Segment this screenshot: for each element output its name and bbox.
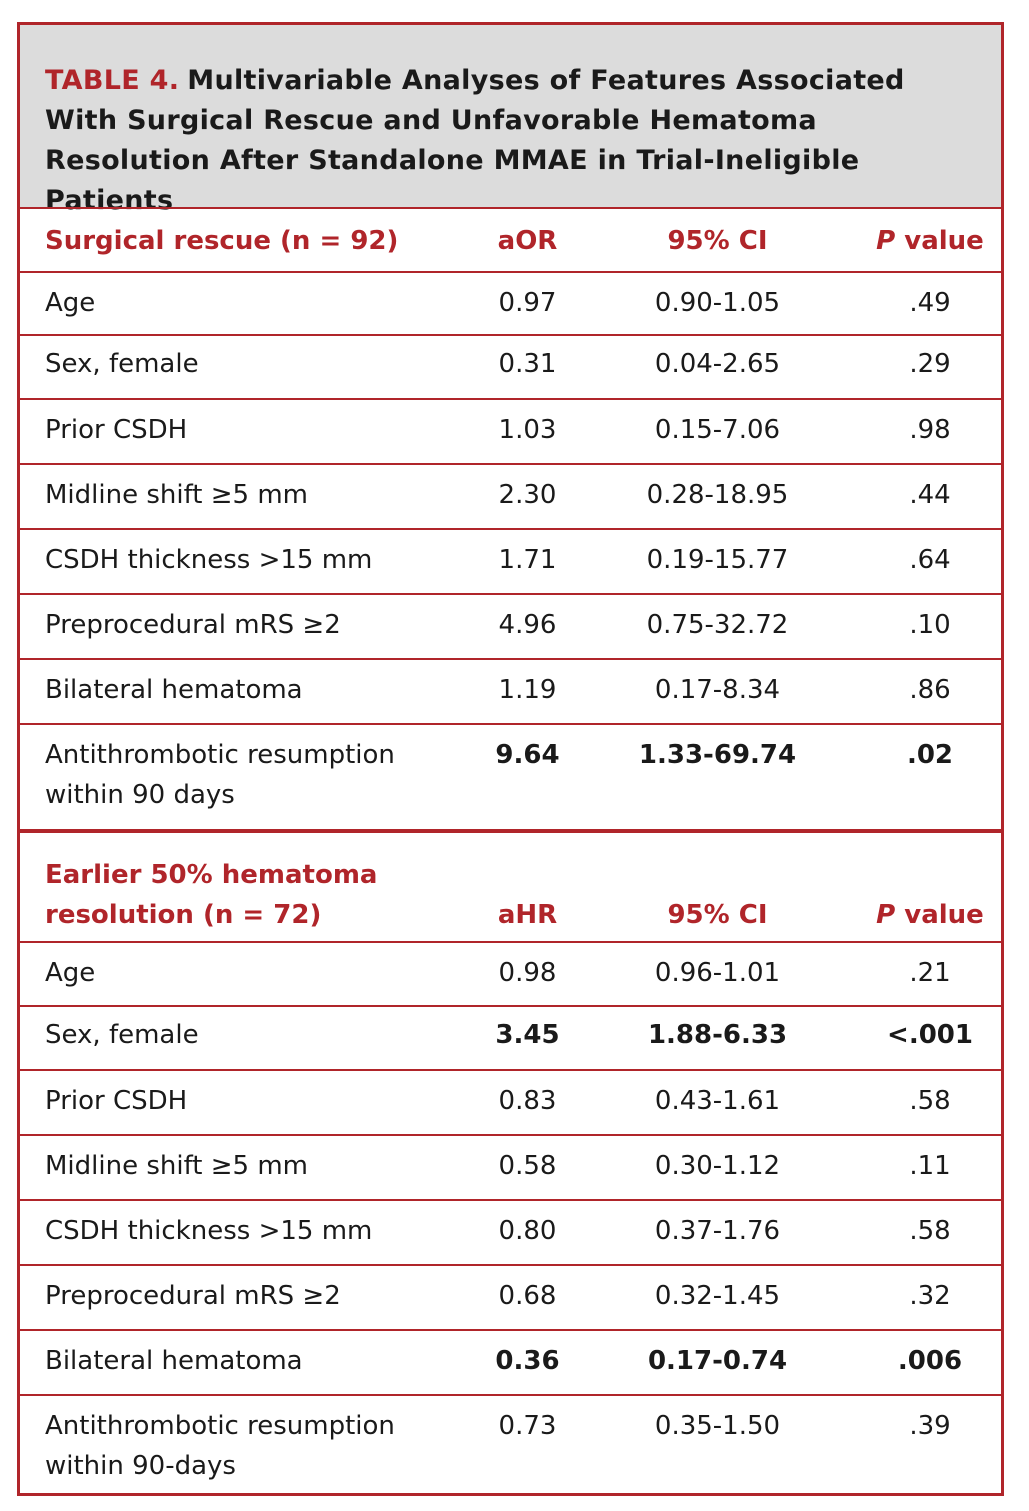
table-row: Midline shift ≥5 mm 2.30 0.28-18.95 .44 [20,463,1001,528]
row-ahr: 0.98 [498,958,557,988]
table-row: Preprocedural mRS ≥2 4.96 0.75-32.72 .10 [20,593,1001,658]
row-p: .29 [909,349,951,379]
table-row: Prior CSDH 0.83 0.43-1.61 .58 [20,1069,1001,1134]
row-p: .58 [909,1086,951,1116]
row-ahr: 0.80 [498,1216,557,1246]
table-row: Prior CSDH 1.03 0.15-7.06 .98 [20,398,1001,463]
p-italic: P [876,226,896,256]
table-number: TABLE 4. [45,65,180,96]
row-label: Age [45,288,96,318]
row-label: Bilateral hematoma [45,675,303,705]
row-label: Midline shift ≥5 mm [45,480,308,510]
section1-header-ci: 95% CI [667,226,768,256]
row-ahr: 3.45 [495,1020,560,1050]
p-rest: value [895,900,984,930]
row-p: .02 [906,740,954,770]
table-row: Preprocedural mRS ≥2 0.68 0.32-1.45 .32 [20,1264,1001,1329]
row-ci: 0.17-8.34 [654,675,781,705]
row-label: Age [45,958,96,988]
row-label: Midline shift ≥5 mm [45,1151,308,1181]
row-p: .10 [909,610,951,640]
row-label: Sex, female [45,349,199,379]
table-row: Age 0.98 0.96-1.01 .21 [20,941,1001,1005]
row-aor: 1.03 [498,415,557,445]
row-label: Antithrombotic resumption within 90 days [45,740,395,810]
section2-header-p: P value [870,895,990,935]
table-row: Age 0.97 0.90-1.05 .49 [20,271,1001,334]
row-ci: 0.04-2.65 [654,349,781,379]
table-row: Bilateral hematoma 1.19 0.17-8.34 .86 [20,658,1001,723]
row-ci: 0.19-15.77 [646,545,789,575]
row-p: .006 [897,1346,963,1376]
table-title: TABLE 4. Multivariable Analyses of Featur… [45,61,975,221]
row-p: .11 [909,1151,951,1181]
table-title-box: TABLE 4. Multivariable Analyses of Featur… [20,25,1001,216]
section2-header-row: Earlier 50% hematoma resolution (n = 72)… [20,829,1001,941]
row-p: .44 [909,480,951,510]
table-row: Sex, female 3.45 1.88-6.33 <.001 [20,1005,1001,1069]
row-p: .98 [909,415,951,445]
row-aor: 0.97 [498,288,557,318]
row-p: .49 [909,288,951,318]
row-p: <.001 [887,1020,973,1050]
row-ahr: 0.83 [498,1086,557,1116]
row-label: Prior CSDH [45,1086,188,1116]
table-row: Antithrombotic resumption within 90 days… [20,723,1001,829]
row-aor: 1.71 [498,545,557,575]
table-row: Antithrombotic resumption within 90-days… [20,1394,1001,1493]
row-ci: 0.15-7.06 [654,415,781,445]
row-label: Antithrombotic resumption within 90-days [45,1411,395,1481]
table-row: Sex, female 0.31 0.04-2.65 .29 [20,334,1001,398]
row-ci: 0.17-0.74 [647,1346,788,1376]
row-aor: 0.31 [498,349,557,379]
row-ci: 0.43-1.61 [654,1086,781,1116]
row-ci: 0.90-1.05 [654,288,781,318]
row-ci: 0.28-18.95 [646,480,789,510]
row-p: .64 [909,545,951,575]
row-ahr: 0.73 [498,1411,557,1441]
section2-header-ci: 95% CI [667,900,768,930]
table-caption: Multivariable Analyses of Features Assoc… [45,65,905,216]
row-ci: 1.88-6.33 [647,1020,788,1050]
row-aor: 1.19 [498,675,557,705]
row-label: Sex, female [45,1020,199,1050]
section1-header-row: Surgical rescue (n = 92) aOR 95% CI P va… [20,207,1001,271]
row-ci: 0.75-32.72 [646,610,789,640]
table-frame: TABLE 4. Multivariable Analyses of Featur… [17,22,1004,1496]
row-label: Bilateral hematoma [45,1346,303,1376]
row-ci: 0.96-1.01 [654,958,781,988]
section1-header-aor: aOR [497,226,558,256]
table-row: Midline shift ≥5 mm 0.58 0.30-1.12 .11 [20,1134,1001,1199]
section1-header-p: P value [870,221,990,261]
row-p: .39 [909,1411,951,1441]
row-aor: 9.64 [495,740,560,770]
row-p: .58 [909,1216,951,1246]
row-label: Preprocedural mRS ≥2 [45,1281,341,1311]
row-p: .86 [909,675,951,705]
table-row: Bilateral hematoma 0.36 0.17-0.74 .006 [20,1329,1001,1394]
row-aor: 2.30 [498,480,557,510]
row-ahr: 0.68 [498,1281,557,1311]
p-rest: value [895,226,984,256]
row-ahr: 0.36 [495,1346,560,1376]
row-ci: 0.37-1.76 [654,1216,781,1246]
row-ci: 1.33-69.74 [638,740,797,770]
section1-header-label: Surgical rescue (n = 92) [45,226,399,256]
table-row: CSDH thickness >15 mm 1.71 0.19-15.77 .6… [20,528,1001,593]
row-ahr: 0.58 [498,1151,557,1181]
row-label: CSDH thickness >15 mm [45,545,373,575]
table-row: CSDH thickness >15 mm 0.80 0.37-1.76 .58 [20,1199,1001,1264]
row-ci: 0.32-1.45 [654,1281,781,1311]
row-label: CSDH thickness >15 mm [45,1216,373,1246]
row-label: Prior CSDH [45,415,188,445]
row-label: Preprocedural mRS ≥2 [45,610,341,640]
section2-header-label: Earlier 50% hematoma resolution (n = 72) [45,860,378,930]
row-p: .21 [909,958,951,988]
p-italic: P [876,900,896,930]
row-ci: 0.35-1.50 [654,1411,781,1441]
section2-header-ahr: aHR [497,900,558,930]
row-ci: 0.30-1.12 [654,1151,781,1181]
row-p: .32 [909,1281,951,1311]
row-aor: 4.96 [498,610,557,640]
